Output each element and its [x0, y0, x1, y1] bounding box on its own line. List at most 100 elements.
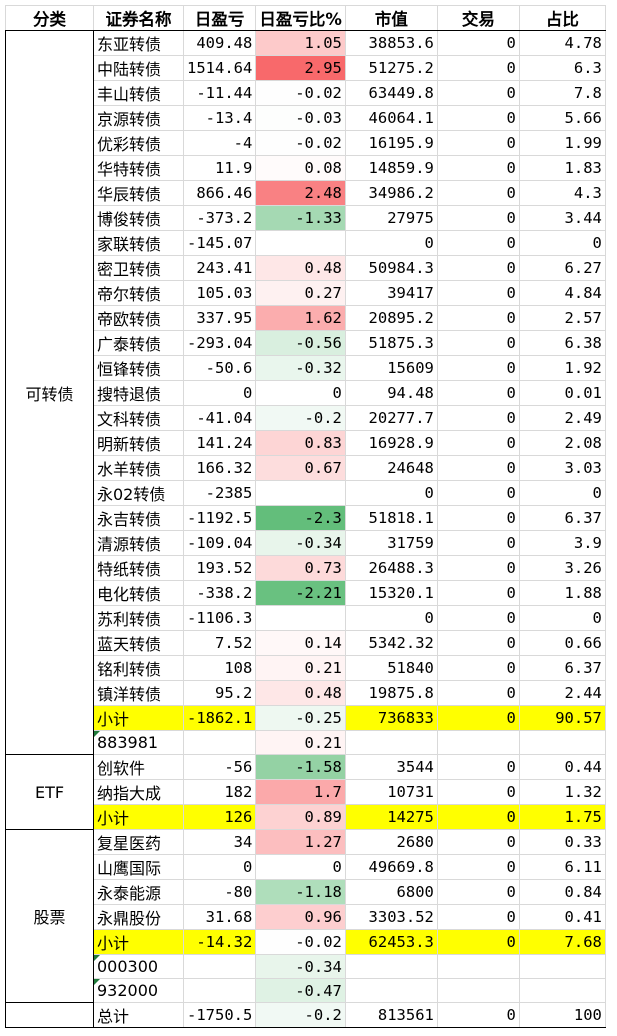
trade-cell[interactable]: 0: [436, 879, 520, 905]
trade-cell[interactable]: 0: [436, 505, 520, 531]
trade-cell[interactable]: 0: [436, 904, 520, 930]
share-cell[interactable]: 2.49: [518, 405, 606, 431]
header-security-name[interactable]: 证券名称: [93, 5, 184, 31]
daily-pnl-cell[interactable]: -2385: [182, 480, 257, 506]
subtotal-pct-cell[interactable]: 0.89: [255, 804, 346, 830]
security-name-cell[interactable]: 东亚转债: [93, 30, 184, 56]
market-value-cell[interactable]: 50984.3: [344, 255, 438, 281]
security-name-cell[interactable]: 博俊转债: [93, 205, 184, 231]
share-cell[interactable]: 4.78: [518, 30, 606, 56]
table-row[interactable]: 镇洋转债 95.2 0.48 19875.8 0 2.44: [6, 680, 606, 706]
security-name-cell[interactable]: 丰山转债: [93, 80, 184, 106]
benchmark-share-cell[interactable]: [518, 730, 606, 755]
daily-pnl-cell[interactable]: -11.44: [182, 80, 257, 106]
trade-cell[interactable]: 0: [436, 430, 520, 456]
share-cell[interactable]: 1.99: [518, 130, 606, 156]
security-name-cell[interactable]: 山鹰国际: [93, 854, 184, 880]
daily-pnl-pct-cell[interactable]: -0.56: [255, 330, 346, 356]
security-name-cell[interactable]: 广泰转债: [93, 330, 184, 356]
share-cell[interactable]: 6.38: [518, 330, 606, 356]
table-row[interactable]: 帝欧转债 337.95 1.62 20895.2 0 2.57: [6, 305, 606, 331]
market-value-cell[interactable]: 16928.9: [344, 430, 438, 456]
market-value-cell[interactable]: 0: [344, 230, 438, 256]
table-row[interactable]: 纳指大成 182 1.7 10731 0 1.32: [6, 779, 606, 805]
share-cell[interactable]: 3.03: [518, 455, 606, 481]
market-value-cell[interactable]: 24648: [344, 455, 438, 481]
benchmark-code-cell[interactable]: 000300: [93, 954, 184, 979]
market-value-cell[interactable]: 51875.3: [344, 330, 438, 356]
table-row[interactable]: 京源转债 -13.4 -0.03 46064.1 0 5.66: [6, 105, 606, 131]
market-value-cell[interactable]: 26488.3: [344, 555, 438, 581]
daily-pnl-pct-cell[interactable]: 1.7: [255, 779, 346, 805]
header-daily-pnl[interactable]: 日盈亏: [182, 5, 257, 31]
daily-pnl-pct-cell[interactable]: -1.58: [255, 754, 346, 780]
daily-pnl-cell[interactable]: 34: [182, 829, 257, 855]
market-value-cell[interactable]: 3544: [344, 754, 438, 780]
security-name-cell[interactable]: 水羊转债: [93, 455, 184, 481]
trade-cell[interactable]: 0: [436, 30, 520, 56]
table-row[interactable]: 可转债 东亚转债 409.48 1.05 38853.6 0 4.78: [5, 30, 606, 755]
benchmark-row[interactable]: 000300 -0.34: [6, 954, 606, 979]
daily-pnl-pct-cell[interactable]: 0.96: [255, 904, 346, 930]
market-value-cell[interactable]: 3303.52: [344, 904, 438, 930]
security-name-cell[interactable]: 创软件: [93, 754, 184, 780]
table-row[interactable]: 优彩转债 -4 -0.02 16195.9 0 1.99: [6, 130, 606, 156]
market-value-cell[interactable]: 49669.8: [344, 854, 438, 880]
daily-pnl-pct-cell[interactable]: 0: [255, 854, 346, 880]
total-label-cell[interactable]: 总计: [93, 1002, 184, 1028]
security-name-cell[interactable]: 永泰能源: [93, 879, 184, 905]
daily-pnl-cell[interactable]: -109.04: [182, 530, 257, 556]
trade-cell[interactable]: 0: [436, 105, 520, 131]
market-value-cell[interactable]: 34986.2: [344, 180, 438, 206]
subtotal-trade-cell[interactable]: 0: [436, 804, 520, 830]
table-row[interactable]: 恒锋转债 -50.6 -0.32 15609 0 1.92: [6, 355, 606, 381]
share-cell[interactable]: 6.37: [518, 505, 606, 531]
daily-pnl-cell[interactable]: -1106.3: [182, 605, 257, 631]
table-row[interactable]: ETF 创软件 -56 -1.58 3544 0 0.44: [5, 754, 606, 830]
benchmark-trade-cell[interactable]: [436, 730, 520, 755]
subtotal-label-cell[interactable]: 小计: [93, 929, 184, 955]
daily-pnl-pct-cell[interactable]: 2.95: [255, 55, 346, 81]
share-cell[interactable]: 1.83: [518, 155, 606, 181]
security-name-cell[interactable]: 明新转债: [93, 430, 184, 456]
daily-pnl-cell[interactable]: -1192.5: [182, 505, 257, 531]
header-daily-pnl-pct[interactable]: 日盈亏比%: [255, 5, 346, 31]
benchmark-trade-cell[interactable]: [436, 978, 520, 1003]
daily-pnl-pct-cell[interactable]: -0.2: [255, 405, 346, 431]
share-cell[interactable]: 2.57: [518, 305, 606, 331]
share-cell[interactable]: 4.3: [518, 180, 606, 206]
table-row[interactable]: 铭利转债 108 0.21 51840 0 6.37: [6, 655, 606, 681]
daily-pnl-cell[interactable]: -338.2: [182, 580, 257, 606]
security-name-cell[interactable]: 优彩转债: [93, 130, 184, 156]
daily-pnl-pct-cell[interactable]: 0: [255, 380, 346, 406]
daily-pnl-pct-cell[interactable]: 0.48: [255, 680, 346, 706]
daily-pnl-cell[interactable]: 409.48: [182, 30, 257, 56]
subtotal-row[interactable]: 小计 126 0.89 14275 0 1.75: [6, 804, 606, 830]
table-row[interactable]: 密卫转债 243.41 0.48 50984.3 0 6.27: [6, 255, 606, 281]
daily-pnl-pct-cell[interactable]: -1.18: [255, 879, 346, 905]
table-row[interactable]: 家联转债 -145.07 0 0 0: [6, 230, 606, 256]
daily-pnl-pct-cell[interactable]: -0.02: [255, 80, 346, 106]
subtotal-pnl-cell[interactable]: 126: [182, 804, 257, 830]
share-cell[interactable]: 7.8: [518, 80, 606, 106]
share-cell[interactable]: 5.66: [518, 105, 606, 131]
security-name-cell[interactable]: 镇洋转债: [93, 680, 184, 706]
benchmark-pnl-cell[interactable]: [182, 730, 257, 755]
security-name-cell[interactable]: 中陆转债: [93, 55, 184, 81]
share-cell[interactable]: 0.84: [518, 879, 606, 905]
daily-pnl-cell[interactable]: 866.46: [182, 180, 257, 206]
security-name-cell[interactable]: 铭利转债: [93, 655, 184, 681]
daily-pnl-cell[interactable]: 0: [182, 854, 257, 880]
trade-cell[interactable]: 0: [436, 779, 520, 805]
daily-pnl-pct-cell[interactable]: -0.32: [255, 355, 346, 381]
table-row[interactable]: 股票 复星医药 34 1.27 2680 0 0.33: [5, 829, 606, 1003]
market-value-cell[interactable]: 2680: [344, 829, 438, 855]
trade-cell[interactable]: 0: [436, 305, 520, 331]
benchmark-code-cell[interactable]: 932000: [93, 978, 184, 1003]
share-cell[interactable]: 0: [518, 605, 606, 631]
market-value-cell[interactable]: 27975: [344, 205, 438, 231]
share-cell[interactable]: 1.92: [518, 355, 606, 381]
trade-cell[interactable]: 0: [436, 480, 520, 506]
daily-pnl-pct-cell[interactable]: -2.21: [255, 580, 346, 606]
daily-pnl-pct-cell[interactable]: [255, 605, 346, 631]
